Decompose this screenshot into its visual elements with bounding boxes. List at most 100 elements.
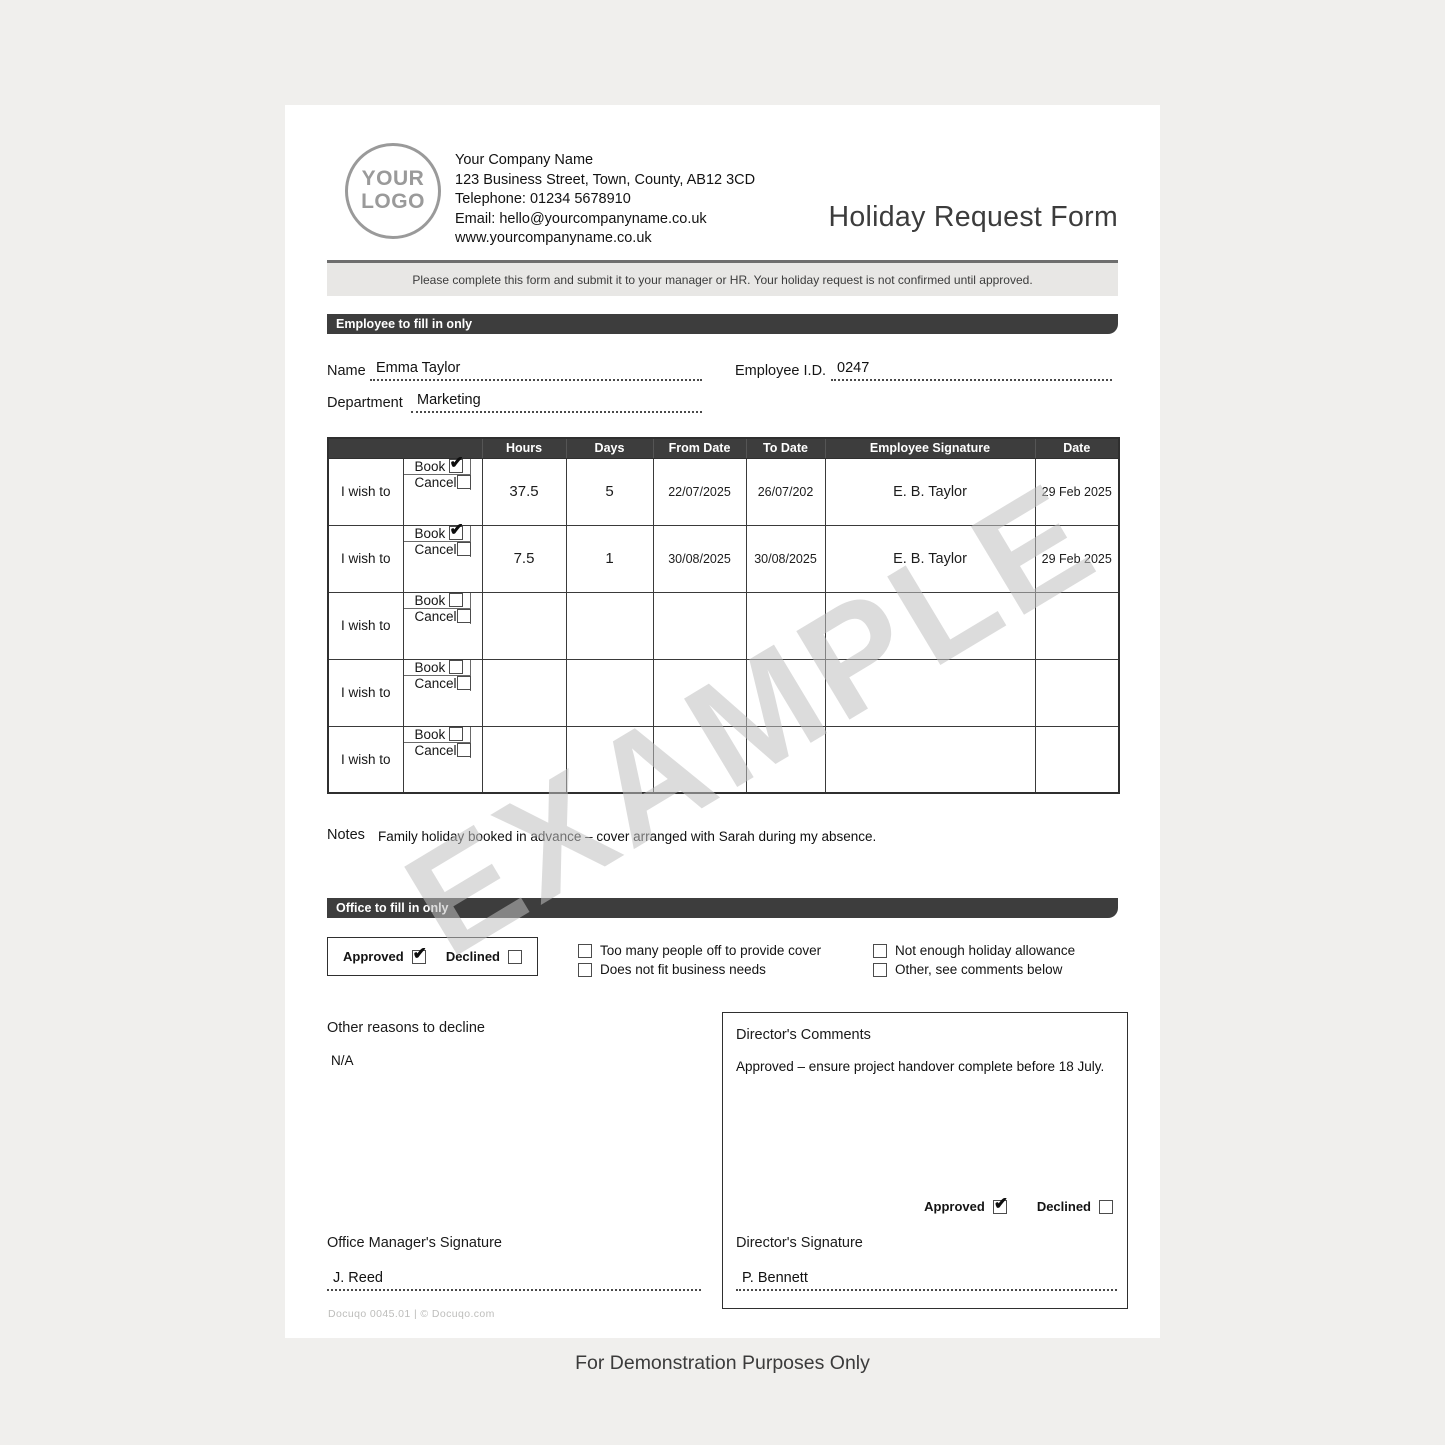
book-label: Book [414,659,446,675]
company-info: Your Company Name 123 Business Street, T… [455,151,755,249]
book-cancel-box: Book Cancel [403,520,471,557]
days-cell[interactable]: 5 [565,457,654,526]
book-checkbox[interactable] [448,593,463,607]
hours-cell[interactable]: 37.5 [481,457,567,526]
signature-cell[interactable] [824,725,1036,794]
to-date-cell[interactable] [745,725,826,794]
header-to-date: To Date [745,437,826,459]
notes-value[interactable]: Family holiday booked in advance – cover… [378,829,877,844]
book-cancel-box: Book Cancel [403,453,471,490]
approved-label: Approved [343,949,404,964]
department-label: Department [327,395,403,411]
to-date-cell[interactable]: 30/08/2025 [745,524,826,593]
director-signature-label: Director's Signature [736,1235,863,1251]
book-label: Book [414,525,446,541]
date-cell[interactable] [1034,591,1120,660]
cancel-checkbox[interactable] [456,676,471,690]
approved-checkbox[interactable] [411,944,427,964]
days-cell[interactable] [565,658,654,727]
director-approved-checkbox[interactable] [992,1194,1008,1214]
to-date-cell[interactable] [745,591,826,660]
signature-cell[interactable] [824,591,1036,660]
company-logo: YOUR LOGO [345,143,441,239]
director-signature-value[interactable]: P. Bennett [742,1270,808,1286]
from-date-cell[interactable]: 22/07/2025 [652,457,747,526]
header-employee-signature: Employee Signature [824,437,1036,459]
reason-checkbox[interactable] [578,962,592,977]
date-cell[interactable]: 29 Feb 2025 [1034,457,1120,526]
demo-footer-text: For Demonstration Purposes Only [575,1352,870,1374]
company-email: Email: hello@yourcompanyname.co.uk [455,210,707,227]
reason-checkbox[interactable] [578,943,592,958]
office-manager-signature-value[interactable]: J. Reed [333,1270,383,1286]
employee-id-label: Employee I.D. [735,363,827,379]
table-row: I wish to Book Cancel 37.5 5 [327,453,1120,526]
book-checkbox[interactable] [448,727,463,741]
notes-label: Notes [327,827,365,843]
from-date-cell[interactable]: 30/08/2025 [652,524,747,593]
date-cell[interactable] [1034,658,1120,727]
header-blank [327,437,483,459]
employee-id-value[interactable]: 0247 [837,360,870,376]
to-date-cell[interactable] [745,658,826,727]
signature-cell[interactable] [824,658,1036,727]
declined-checkbox[interactable] [508,949,522,964]
office-section-header: Office to fill in only [327,898,1118,918]
signature-cell[interactable]: E. B. Taylor [824,457,1036,526]
table-header-row: Hours Days From Date To Date Employee Si… [327,437,1120,459]
header-days: Days [565,437,654,459]
cancel-label: Cancel [414,541,457,557]
book-label: Book [414,592,446,608]
logo-text-line2: LOGO [361,190,425,213]
book-checkbox[interactable] [448,453,464,473]
other-reasons-value[interactable]: N/A [331,1053,354,1068]
director-comments-value[interactable]: Approved – ensure project handover compl… [736,1059,1105,1074]
decline-reason-option: Other, see comments below [873,962,1062,977]
from-date-cell[interactable] [652,658,747,727]
hours-cell[interactable]: 7.5 [481,524,567,593]
date-cell[interactable]: 29 Feb 2025 [1034,524,1120,593]
office-manager-signature-field[interactable]: J. Reed [327,1265,701,1291]
cancel-label: Cancel [414,608,457,624]
wish-label: I wish to [327,658,404,727]
logo-text-line1: YOUR [361,167,425,191]
name-value[interactable]: Emma Taylor [376,360,461,376]
department-field[interactable]: Marketing [411,387,702,413]
header-from-date: From Date [652,437,747,459]
employee-id-field[interactable]: 0247 [831,355,1112,381]
company-name: Your Company Name [455,152,594,168]
hours-cell[interactable] [481,591,567,660]
hours-cell[interactable] [481,658,567,727]
cancel-label: Cancel [414,474,457,490]
days-cell[interactable] [565,725,654,794]
days-cell[interactable]: 1 [565,524,654,593]
director-signature-field[interactable]: P. Bennett [736,1265,1117,1291]
office-manager-signature-label: Office Manager's Signature [327,1235,502,1251]
book-checkbox[interactable] [448,660,463,674]
days-cell[interactable] [565,591,654,660]
book-cancel-box: Book Cancel [403,659,471,691]
other-reasons-label: Other reasons to decline [327,1020,485,1036]
hours-cell[interactable] [481,725,567,794]
cancel-checkbox[interactable] [456,475,471,489]
cancel-checkbox[interactable] [456,542,471,556]
company-address: 123 Business Street, Town, County, AB12 … [455,171,756,188]
department-value[interactable]: Marketing [417,392,481,408]
reason-checkbox[interactable] [873,962,887,977]
cancel-checkbox[interactable] [456,609,471,623]
director-comments-label: Director's Comments [736,1027,871,1043]
holiday-request-table: Hours Days From Date To Date Employee Si… [327,437,1120,794]
from-date-cell[interactable] [652,725,747,794]
from-date-cell[interactable] [652,591,747,660]
decline-reason-option: Not enough holiday allowance [873,943,1075,958]
to-date-cell[interactable]: 26/07/202 [745,457,826,526]
director-declined-checkbox[interactable] [1099,1199,1113,1214]
cancel-checkbox[interactable] [456,743,471,757]
book-checkbox[interactable] [448,520,464,540]
date-cell[interactable] [1034,725,1120,794]
instruction-banner: Please complete this form and submit it … [327,260,1118,296]
signature-cell[interactable]: E. B. Taylor [824,524,1036,593]
name-field[interactable]: Emma Taylor [370,355,702,381]
reason-checkbox[interactable] [873,943,887,958]
